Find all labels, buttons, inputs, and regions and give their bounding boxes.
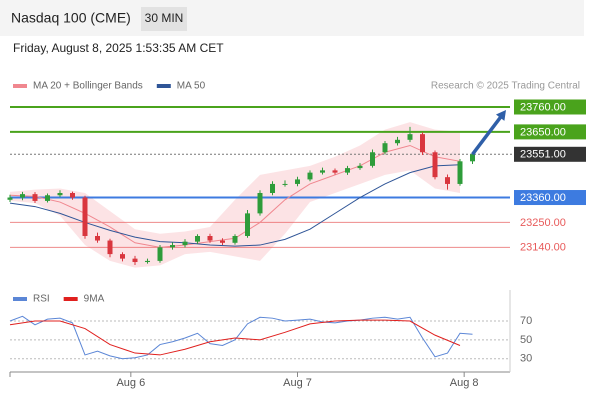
candle-body xyxy=(220,240,225,243)
candle-body xyxy=(320,170,325,173)
rsi-line xyxy=(9,315,473,360)
candle-body xyxy=(182,241,188,246)
target-arrow xyxy=(471,113,504,156)
candle-body xyxy=(470,154,475,162)
chart-title: Nasdaq 100 (CME) xyxy=(11,10,131,26)
level-label: 23760.00 xyxy=(520,101,566,113)
candle-body xyxy=(70,192,75,198)
y-tick-label: 70 xyxy=(520,315,532,327)
candle-body xyxy=(395,139,400,144)
level-label-box xyxy=(514,124,586,140)
candle-body xyxy=(407,134,413,140)
candle-body xyxy=(7,197,13,200)
candle-body xyxy=(270,183,275,193)
candle-body xyxy=(282,183,288,185)
candle-body xyxy=(382,143,388,153)
y-tick-label: 30 xyxy=(520,353,532,365)
legend-swatch xyxy=(13,84,27,88)
level-label: 23551.00 xyxy=(520,149,566,161)
level-label: 23650.00 xyxy=(520,126,566,138)
candle-body xyxy=(332,170,338,173)
candle-body xyxy=(370,152,375,166)
bollinger-band xyxy=(10,122,460,268)
subtitle: Friday, August 8, 2025 1:53:35 AM CET xyxy=(13,41,224,55)
interval-button[interactable] xyxy=(141,7,187,31)
candle-body xyxy=(257,192,263,214)
candle-body xyxy=(232,235,238,243)
candle-body xyxy=(445,177,450,184)
y-tick-label: 50 xyxy=(520,334,532,346)
candle-body xyxy=(295,179,300,184)
rsi-line xyxy=(9,319,461,356)
level-label-box xyxy=(514,190,586,206)
candle-body xyxy=(457,161,463,184)
legend-swatch xyxy=(63,297,78,301)
legend-label: RSI xyxy=(33,294,50,305)
candle-body xyxy=(132,258,138,263)
legend-label: MA 20 + Bollinger Bands xyxy=(33,81,143,92)
x-tick-label: Aug 6 xyxy=(116,377,145,389)
legend-label: MA 50 xyxy=(177,81,206,92)
interval-label[interactable]: 30 MIN xyxy=(145,11,184,25)
x-tick-label: Aug 8 xyxy=(450,377,479,389)
candle-body xyxy=(245,213,250,236)
candle-body xyxy=(82,197,88,236)
candle-body xyxy=(95,235,100,241)
legend-label: 9MA xyxy=(84,294,105,305)
candle-body xyxy=(357,165,363,169)
candle-body xyxy=(145,260,150,263)
legend-swatch xyxy=(13,297,27,301)
candle-body xyxy=(195,235,200,242)
candle-body xyxy=(207,235,213,241)
candle-body xyxy=(420,134,425,153)
legend-swatch xyxy=(156,84,171,88)
source: Research © 2025 Trading Central xyxy=(431,81,580,92)
level-label: 23140.00 xyxy=(520,242,566,254)
level-label-box xyxy=(514,99,586,115)
candle-body xyxy=(157,247,163,261)
candle-body xyxy=(107,240,113,255)
header-bar xyxy=(0,0,584,36)
level-label: 23360.00 xyxy=(520,192,566,204)
candle-body xyxy=(432,152,438,178)
candle-body xyxy=(345,168,350,173)
candle-body xyxy=(32,194,38,201)
target-arrow-head xyxy=(495,109,506,121)
candle-body xyxy=(20,194,25,198)
level-label-box xyxy=(514,146,586,162)
candle-body xyxy=(57,192,63,196)
level-label: 23250.00 xyxy=(520,217,566,229)
candle-body xyxy=(170,245,175,248)
candle-body xyxy=(45,195,50,201)
candle-body xyxy=(307,172,313,180)
x-tick-label: Aug 7 xyxy=(283,377,312,389)
candle-body xyxy=(120,254,125,259)
